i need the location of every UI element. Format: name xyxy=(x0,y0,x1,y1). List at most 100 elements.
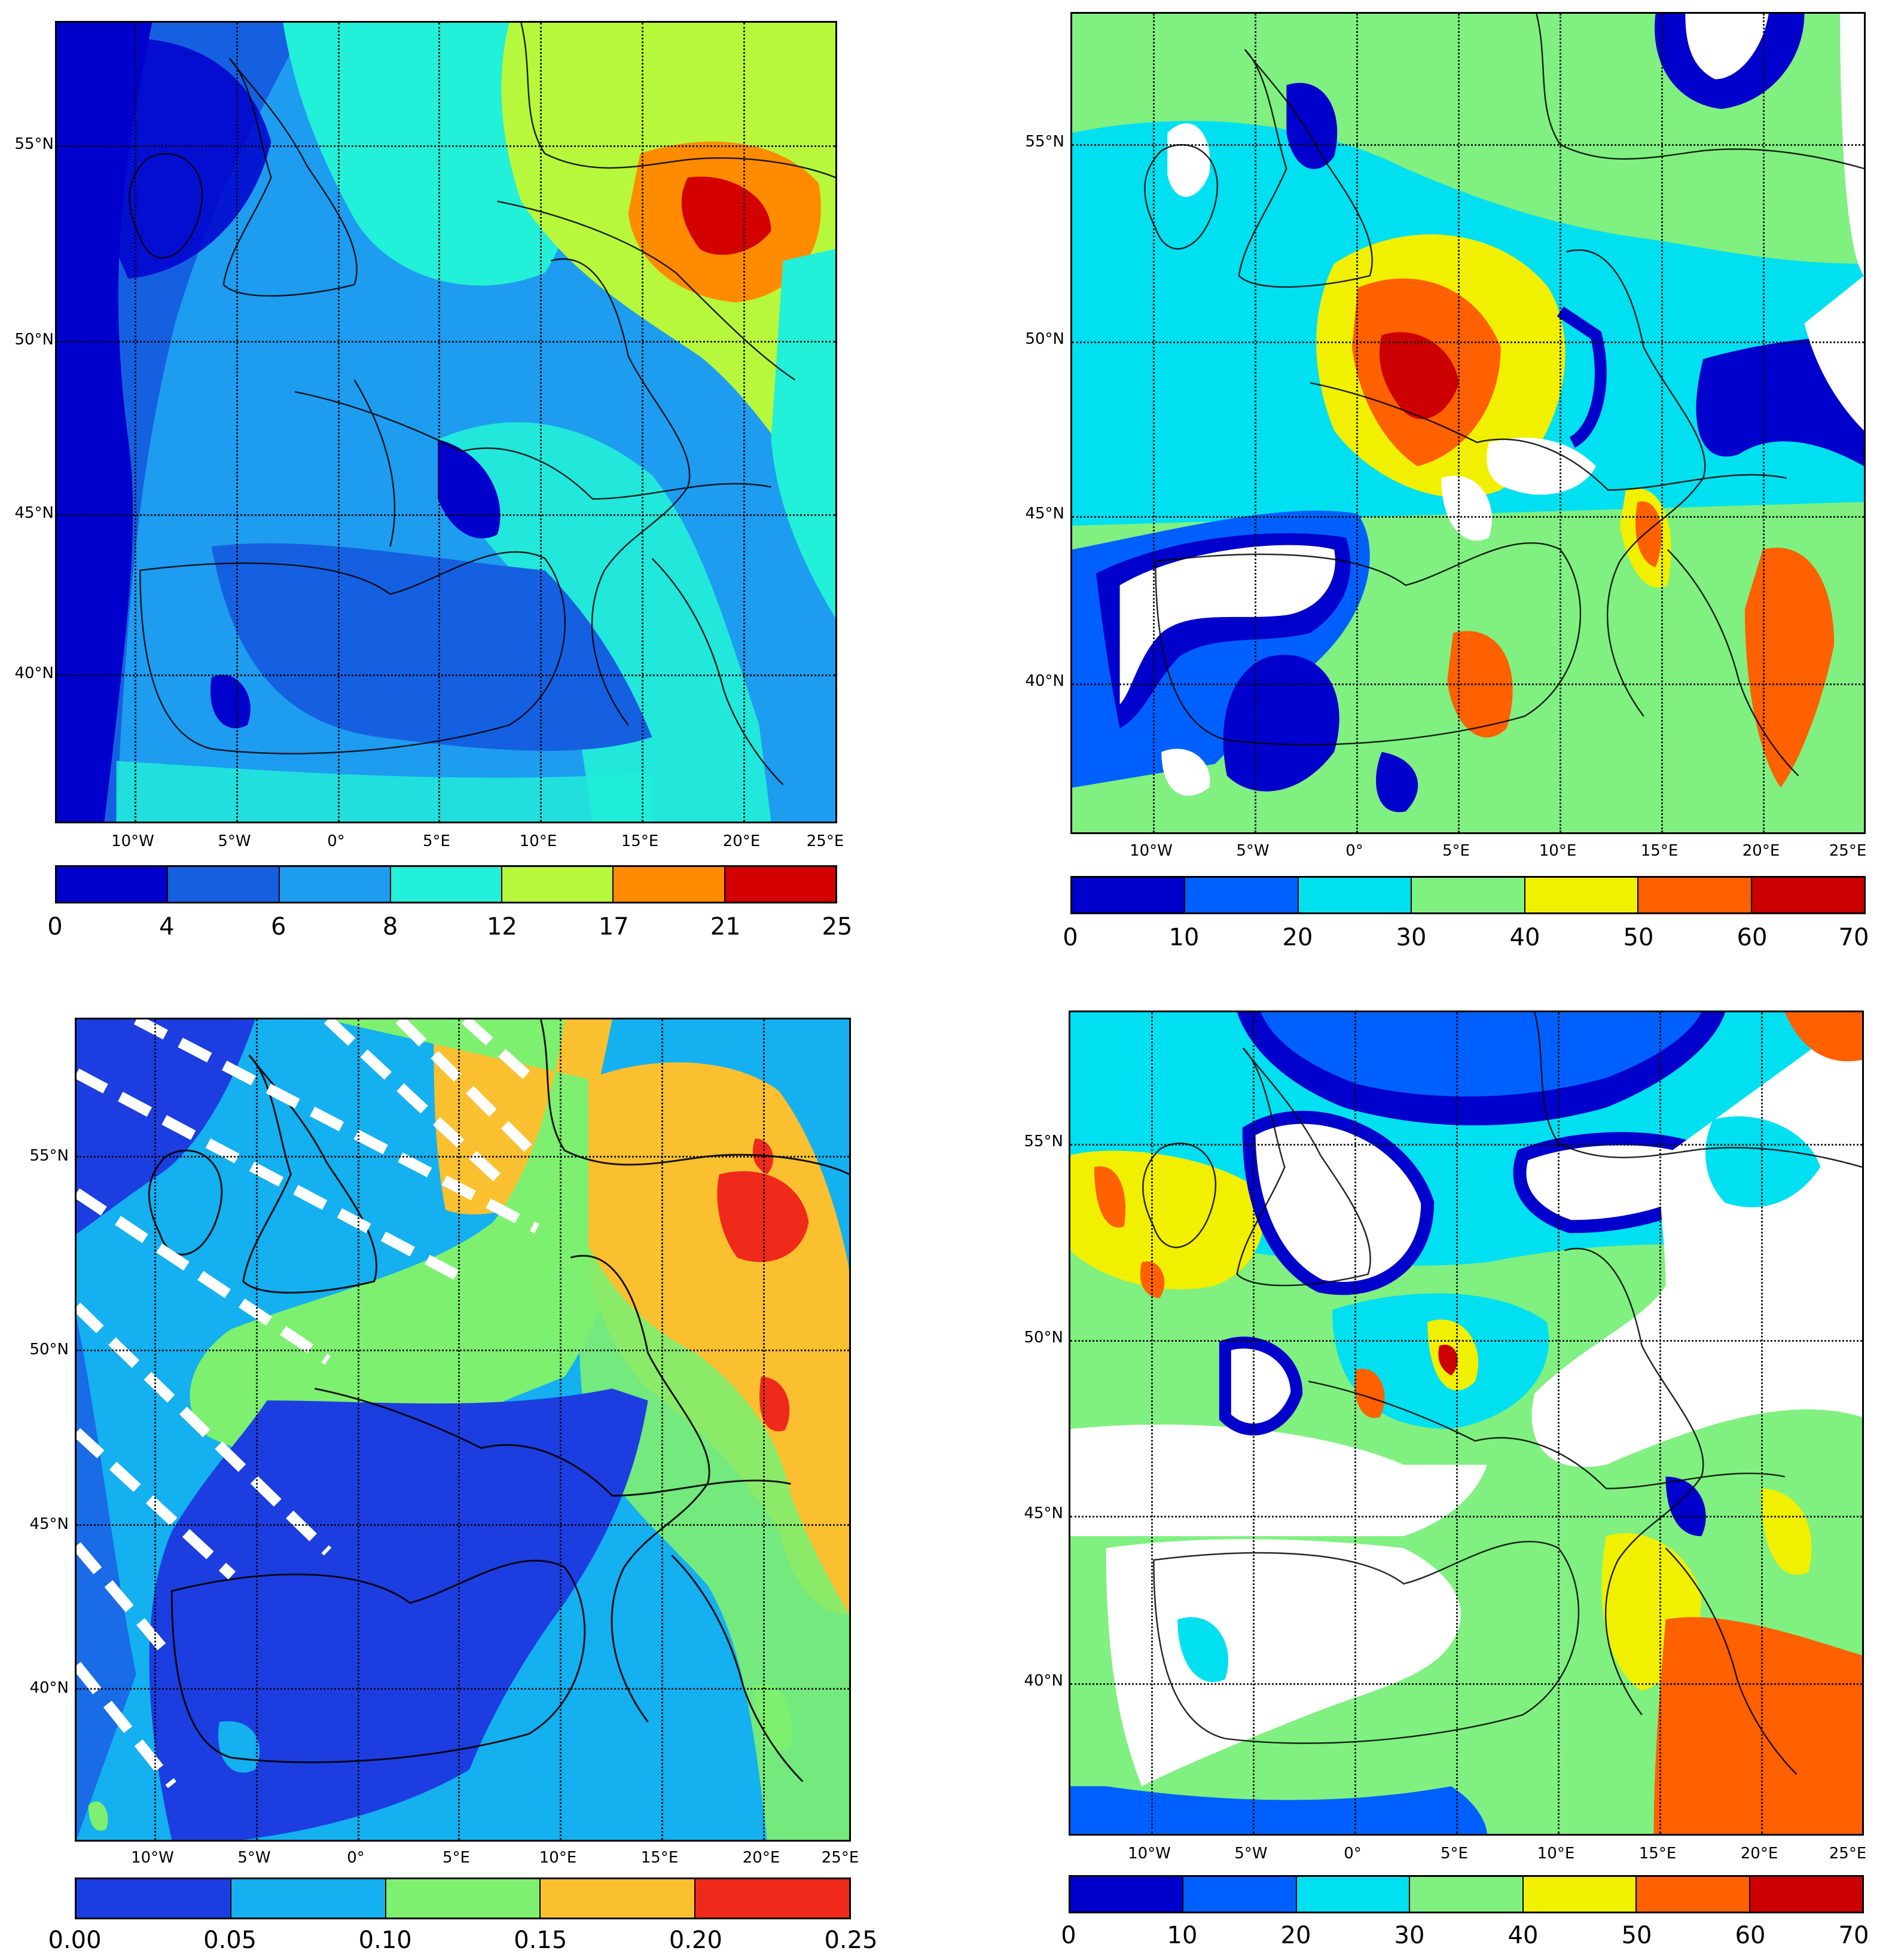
colorbar-tick-label: 50 xyxy=(1623,924,1654,951)
colorbar-tick-label: 0.05 xyxy=(203,1927,257,1954)
colorbar-segment xyxy=(1296,1877,1411,1912)
colorbar-tick-label: 40 xyxy=(1509,924,1540,951)
colorbar-segment xyxy=(1298,878,1412,912)
colorbar-segment xyxy=(1072,878,1186,912)
lon-label-5e: 5°E xyxy=(443,1849,470,1867)
lat-label-45n: 45°N xyxy=(1024,1504,1063,1522)
colorbar-segment xyxy=(77,1879,231,1918)
colorbar-tick-label: 60 xyxy=(1737,924,1768,951)
colorbar xyxy=(1070,876,1866,914)
colorbar xyxy=(1069,1875,1864,1913)
lon-label-25e: 25°E xyxy=(821,1849,859,1867)
colorbar-segment xyxy=(1523,1877,1637,1912)
contour-field xyxy=(77,1019,849,1840)
lon-label-15e: 15°E xyxy=(621,832,659,850)
lon-label-25e: 25°E xyxy=(1829,1845,1867,1863)
colorbar-segment xyxy=(390,867,503,902)
lat-label-55n: 55°N xyxy=(1025,133,1064,151)
colorbar-tick-label: 10 xyxy=(1167,1922,1198,1949)
lon-label-10w: 10°W xyxy=(1130,842,1173,860)
lat-label-50n: 50°N xyxy=(14,331,54,349)
colorbar-tick-label: 12 xyxy=(486,913,517,941)
lat-label-55n: 55°N xyxy=(29,1147,69,1165)
lon-label-15e: 15°E xyxy=(1638,1845,1677,1863)
lat-label-40n: 40°N xyxy=(1025,672,1064,690)
colorbar-tick-label: 21 xyxy=(710,913,741,941)
colorbar-tick-label: 20 xyxy=(1280,1922,1311,1949)
colorbar-segment xyxy=(1638,878,1752,912)
lon-label-5e: 5°E xyxy=(423,832,450,850)
colorbar-segment xyxy=(1185,878,1299,912)
lon-label-10w: 10°W xyxy=(1128,1845,1171,1863)
colorbar-segment xyxy=(1410,1877,1524,1912)
lon-label-0: 0° xyxy=(327,832,345,850)
colorbar-tick-label: 6 xyxy=(270,913,286,941)
colorbar-tick-label: 0.25 xyxy=(824,1927,878,1954)
lon-label-10w: 10°W xyxy=(131,1849,174,1867)
colorbar-tick-label: 0 xyxy=(47,913,63,941)
lat-label-45n: 45°N xyxy=(1025,505,1064,523)
lat-label-55n: 55°N xyxy=(1024,1132,1063,1150)
lon-label-10w: 10°W xyxy=(111,832,154,850)
colorbar-segment xyxy=(57,867,169,902)
colorbar-segment xyxy=(1751,878,1864,912)
lat-label-45n: 45°N xyxy=(29,1515,69,1533)
lat-label-50n: 50°N xyxy=(29,1341,69,1358)
lon-label-20e: 20°E xyxy=(1742,842,1780,860)
lat-label-50n: 50°N xyxy=(1024,1329,1063,1347)
lon-label-20e: 20°E xyxy=(722,832,761,850)
colorbar-segment xyxy=(541,1879,696,1918)
lon-label-5e: 5°E xyxy=(1442,842,1470,860)
colorbar-tick-label: 70 xyxy=(1838,924,1869,951)
lon-label-5w: 5°W xyxy=(1236,842,1270,860)
colorbar-segment xyxy=(502,867,614,902)
colorbar-tick-label: 30 xyxy=(1394,1922,1425,1949)
colorbar-segment xyxy=(168,867,280,902)
colorbar-tick-label: 0.15 xyxy=(514,1927,567,1954)
colorbar-tick-label: 4 xyxy=(159,913,175,941)
lon-label-10e: 10°E xyxy=(1539,842,1577,860)
map-frame xyxy=(75,1018,851,1842)
lon-label-10e: 10°E xyxy=(1537,1845,1575,1863)
lon-label-15e: 15°E xyxy=(640,1849,679,1867)
colorbar-segment xyxy=(1183,1877,1297,1912)
contour-field xyxy=(1072,14,1864,832)
colorbar-tick-label: 30 xyxy=(1396,924,1427,951)
colorbar-tick-label: 40 xyxy=(1508,1922,1539,1949)
colorbar-tick-label: 0 xyxy=(1061,1922,1076,1949)
colorbar-segment xyxy=(1525,878,1639,912)
colorbar-segment xyxy=(695,1879,849,1918)
colorbar-tick-label: 25 xyxy=(822,913,853,941)
colorbar-tick-label: 10 xyxy=(1168,924,1200,951)
contour-field xyxy=(1070,1012,1862,1834)
colorbar-segment xyxy=(725,867,835,902)
colorbar xyxy=(55,865,837,903)
map-frame xyxy=(55,21,837,823)
lon-label-0: 0° xyxy=(1344,1845,1362,1863)
lat-label-40n: 40°N xyxy=(14,664,54,682)
colorbar-segment xyxy=(1750,1877,1862,1912)
lon-label-5w: 5°W xyxy=(1234,1845,1268,1863)
lon-label-0: 0° xyxy=(1345,842,1363,860)
lon-label-5w: 5°W xyxy=(218,832,251,850)
colorbar-segment xyxy=(231,1879,386,1918)
hatched-region xyxy=(77,1019,540,1788)
colorbar-tick-label: 50 xyxy=(1621,1922,1652,1949)
colorbar-tick-label: 8 xyxy=(382,913,398,941)
lat-label-45n: 45°N xyxy=(14,504,54,522)
lat-label-40n: 40°N xyxy=(29,1679,69,1697)
colorbar-tick-label: 70 xyxy=(1838,1922,1869,1949)
colorbar-segment xyxy=(1412,878,1525,912)
lon-label-10e: 10°E xyxy=(519,832,557,850)
colorbar-tick-label: 0.00 xyxy=(48,1927,102,1954)
lon-label-5e: 5°E xyxy=(1441,1845,1468,1863)
lon-label-25e: 25°E xyxy=(806,832,844,850)
lon-label-25e: 25°E xyxy=(1829,842,1867,860)
colorbar-tick-label: 0.10 xyxy=(358,1927,412,1954)
colorbar-segment xyxy=(614,867,725,902)
colorbar-tick-label: 0.20 xyxy=(669,1927,722,1954)
colorbar-tick-label: 60 xyxy=(1735,1922,1766,1949)
contour-field xyxy=(57,23,835,822)
lon-label-10e: 10°E xyxy=(539,1849,577,1867)
lon-label-0: 0° xyxy=(347,1849,365,1867)
